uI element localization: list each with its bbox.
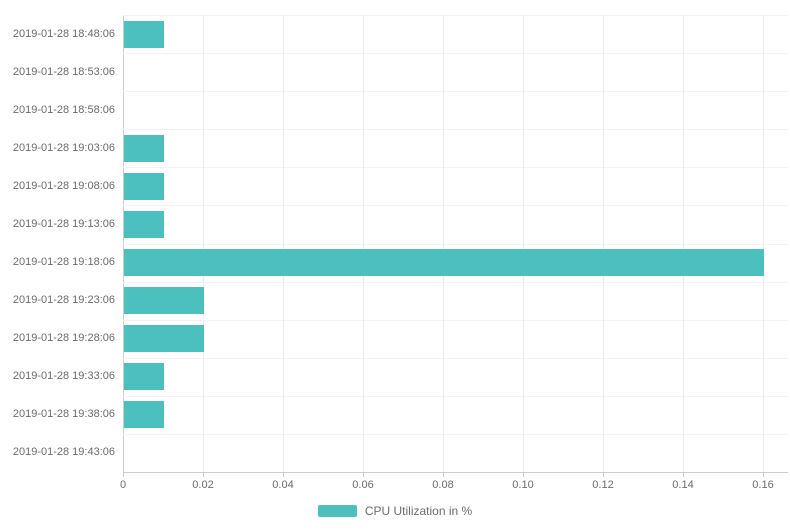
legend-label: CPU Utilization in % — [364, 504, 473, 518]
split-line-horizontal — [123, 357, 788, 359]
x-axis-label: 0.10 — [512, 479, 534, 491]
grid-line-vertical — [363, 15, 364, 472]
y-axis-label: 2019-01-28 19:18:06 — [12, 256, 115, 269]
split-line-horizontal — [123, 205, 788, 207]
x-tick-mark — [123, 472, 124, 477]
bar — [124, 20, 164, 48]
y-axis-label: 2019-01-28 19:03:06 — [12, 141, 115, 154]
bar — [124, 134, 164, 162]
x-axis-line — [123, 472, 788, 473]
y-axis-label: 2019-01-28 18:48:06 — [12, 27, 115, 40]
legend-swatch — [317, 505, 357, 517]
legend-item-cpu-utilization[interactable]: CPU Utilization in % — [317, 504, 473, 518]
x-tick-mark — [683, 472, 684, 477]
x-axis-label: 0.16 — [752, 479, 774, 491]
y-axis-label: 2019-01-28 19:43:06 — [12, 446, 115, 459]
split-line-horizontal — [123, 91, 788, 93]
bar — [124, 325, 204, 353]
split-line-horizontal — [123, 319, 788, 321]
x-tick-mark — [283, 472, 284, 477]
split-line-horizontal — [123, 243, 788, 245]
split-line-horizontal — [123, 433, 788, 435]
split-line-horizontal — [123, 395, 788, 397]
y-axis-label: 2019-01-28 19:13:06 — [12, 217, 115, 230]
y-axis-label: 2019-01-28 18:53:06 — [12, 65, 115, 78]
split-line-horizontal — [123, 15, 788, 16]
split-line-horizontal — [123, 129, 788, 131]
grid-line-vertical — [603, 15, 604, 472]
x-axis-label: 0.14 — [672, 479, 694, 491]
grid-line-vertical — [203, 15, 204, 472]
bar — [124, 287, 204, 315]
y-axis-label: 2019-01-28 19:28:06 — [12, 332, 115, 345]
split-line-horizontal — [123, 167, 788, 169]
split-line-horizontal — [123, 53, 788, 55]
y-axis-label: 2019-01-28 19:38:06 — [12, 408, 115, 421]
x-tick-mark — [363, 472, 364, 477]
grid-line-vertical — [763, 15, 764, 472]
bar — [124, 210, 164, 238]
y-axis-label: 2019-01-28 18:58:06 — [12, 103, 115, 116]
x-axis-label: 0.08 — [432, 479, 454, 491]
x-tick-mark — [523, 472, 524, 477]
bar — [124, 249, 764, 277]
x-axis-label: 0.06 — [352, 479, 374, 491]
split-line-horizontal — [123, 281, 788, 283]
bar — [124, 401, 164, 429]
x-tick-mark — [203, 472, 204, 477]
x-axis-label: 0.02 — [192, 479, 214, 491]
y-axis-label: 2019-01-28 19:33:06 — [12, 370, 115, 383]
grid-line-vertical — [283, 15, 284, 472]
y-axis-label: 2019-01-28 19:08:06 — [12, 179, 115, 192]
x-axis-label: 0.04 — [272, 479, 294, 491]
grid-line-vertical — [443, 15, 444, 472]
x-axis-label: 0.12 — [592, 479, 614, 491]
x-axis-label: 0 — [119, 479, 127, 491]
bar — [124, 363, 164, 391]
bar — [124, 172, 164, 200]
x-tick-mark — [443, 472, 444, 477]
grid-line-vertical — [523, 15, 524, 472]
plot-area — [123, 15, 788, 472]
x-tick-mark — [763, 472, 764, 477]
legend: CPU Utilization in % — [0, 504, 790, 518]
x-tick-mark — [603, 472, 604, 477]
grid-line-vertical — [683, 15, 684, 472]
y-axis-label: 2019-01-28 19:23:06 — [12, 294, 115, 307]
